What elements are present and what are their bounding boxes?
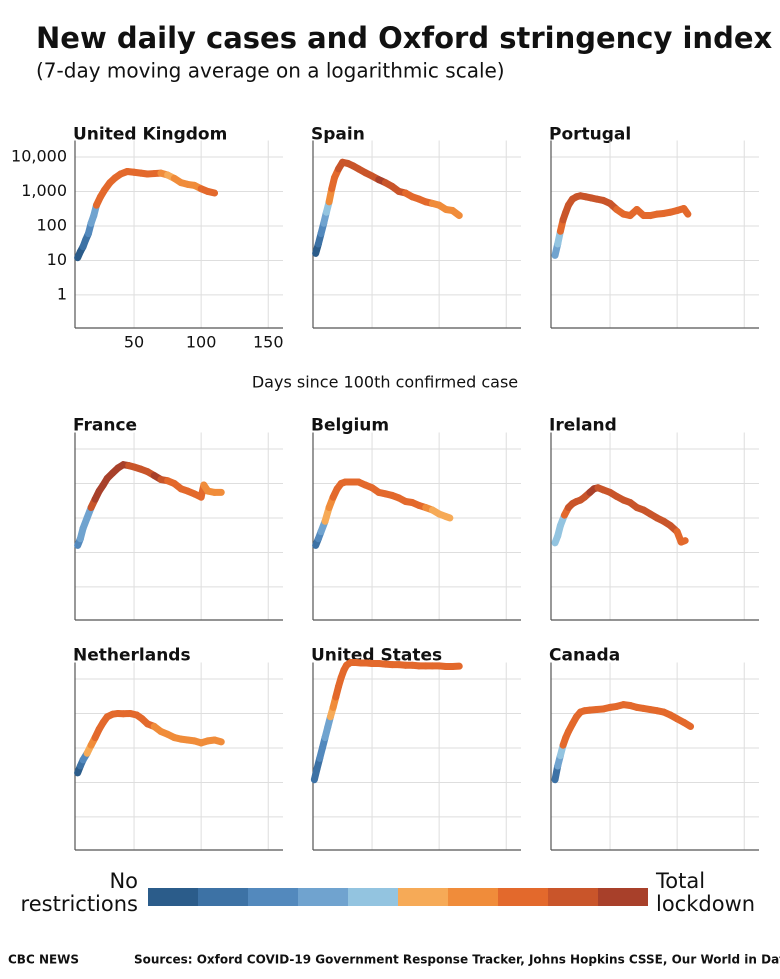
legend-max-label: lockdown (656, 892, 755, 916)
legend-swatch (398, 888, 448, 906)
legend-swatch (548, 888, 598, 906)
x-tick-label: 150 (253, 333, 284, 352)
line-segment (680, 205, 692, 218)
y-tick-label: 1,000 (21, 181, 67, 200)
line-segment (204, 187, 219, 197)
chart-subtitle: (7-day moving average on a logarithmic s… (36, 59, 505, 83)
y-tick-label: 10 (47, 250, 67, 269)
line-segment (680, 718, 695, 730)
legend-swatch (248, 888, 298, 906)
legend-swatch (448, 888, 498, 906)
sources: Sources: Oxford COVID-19 Government Resp… (134, 953, 780, 967)
legend-min-label: No (109, 869, 138, 893)
panel-title: Spain (311, 125, 365, 145)
legend-min-label: restrictions (21, 892, 138, 916)
panel-title: United Kingdom (73, 125, 227, 145)
x-tick-label: 100 (186, 333, 217, 352)
legend-swatch (148, 888, 198, 906)
line-segment (442, 513, 454, 522)
legend-swatch (598, 888, 648, 906)
legend-swatch (198, 888, 248, 906)
legend-swatch (348, 888, 398, 906)
legend-swatch (298, 888, 348, 906)
brand: CBC NEWS (8, 953, 79, 967)
panel-title: Canada (549, 646, 620, 666)
panel-title: Netherlands (73, 646, 191, 666)
y-tick-label: 10,000 (11, 146, 67, 165)
y-tick-label: 100 (36, 215, 67, 234)
panel-title: Portugal (549, 125, 631, 145)
line-segment (449, 207, 463, 220)
y-tick-label: 1 (57, 284, 67, 303)
panel-title: France (73, 416, 137, 436)
x-tick-label: 50 (124, 333, 144, 352)
legend-max-label: Total (655, 869, 705, 893)
legend-swatch (498, 888, 548, 906)
x-axis-label: Days since 100th confirmed case (252, 373, 518, 392)
panel-title: Ireland (549, 416, 617, 436)
line-segment (211, 736, 225, 746)
chart-title: New daily cases and Oxford stringency in… (36, 21, 772, 55)
panel-title: United States (311, 646, 442, 666)
line-segment (677, 537, 689, 546)
panel-title: Belgium (311, 416, 389, 436)
